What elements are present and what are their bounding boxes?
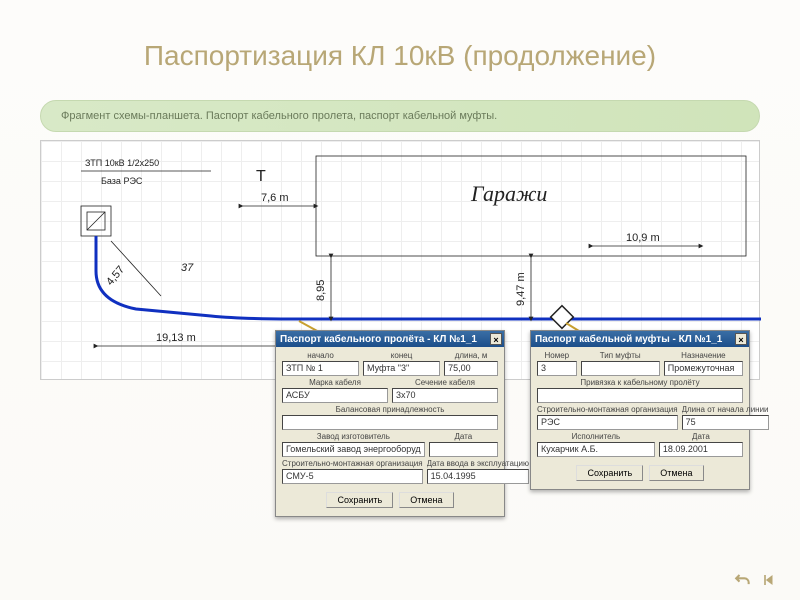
d1-fld-mfr[interactable]: Гомельский завод энергооборуд: [282, 442, 425, 457]
d1-fld-owner[interactable]: [282, 415, 498, 430]
garage-box: [316, 156, 746, 256]
undo-icon[interactable]: [732, 570, 752, 590]
dialog2-title: Паспорт кабельной муфты - КЛ №1_1: [535, 334, 722, 345]
dialog1-title: Паспорт кабельного пролёта - КЛ №1_1: [280, 334, 477, 345]
dialog1-close-icon[interactable]: ×: [490, 333, 502, 345]
dialog2-body: Номер3 Тип муфты НазначениеПромежуточная…: [531, 347, 749, 489]
garage-label: Гаражи: [470, 181, 547, 206]
dialog1-buttons: Сохранить Отмена: [282, 486, 498, 512]
dim-1: 7,6 m: [261, 192, 289, 204]
d1-fld-start[interactable]: ЗТП № 1: [282, 361, 359, 376]
d1-lbl-brand: Марка кабеля: [282, 378, 388, 387]
dialog2-save-button[interactable]: Сохранить: [576, 465, 643, 481]
d2-fld-dist[interactable]: 75: [682, 415, 769, 430]
dim-3: 9,47 m: [515, 272, 527, 306]
d2-fld-purpose[interactable]: Промежуточная: [664, 361, 743, 376]
d1-lbl-end: конец: [363, 351, 440, 360]
d2-lbl-date: Дата: [659, 432, 743, 441]
dialog2-close-icon[interactable]: ×: [735, 333, 747, 345]
d2-fld-exec[interactable]: Кухарчик А.Б.: [537, 442, 655, 457]
d2-lbl-purpose: Назначение: [664, 351, 743, 360]
banner: Фрагмент схемы-планшета. Паспорт кабельн…: [40, 100, 760, 132]
dialog1-body: началоЗТП № 1 конецМуфта "3" длина, м75,…: [276, 347, 504, 516]
d1-fld-org[interactable]: СМУ-5: [282, 469, 423, 484]
dim-2: 8,95: [315, 280, 327, 301]
d2-fld-bind[interactable]: [537, 388, 743, 403]
dim-7: 37: [181, 262, 194, 274]
slide-title: Паспортизация КЛ 10кВ (продолжение): [0, 40, 800, 72]
d1-lbl-len: длина, м: [444, 351, 498, 360]
cable-line: [96, 236, 761, 319]
d1-lbl-sect: Сечение кабеля: [392, 378, 498, 387]
d2-fld-type[interactable]: [581, 361, 660, 376]
d2-lbl-dist: Длина от начала линии: [682, 405, 769, 414]
d1-fld-date2[interactable]: 15.04.1995: [427, 469, 529, 484]
d1-lbl-mfr: Завод изготовитель: [282, 432, 425, 441]
d2-fld-num[interactable]: 3: [537, 361, 577, 376]
d1-lbl-date1: Дата: [429, 432, 498, 441]
dialog1-titlebar[interactable]: Паспорт кабельного пролёта - КЛ №1_1 ×: [276, 331, 504, 347]
node-sub: База РЭС: [101, 176, 143, 186]
d1-fld-brand[interactable]: АСБУ: [282, 388, 388, 403]
dialog2-cancel-button[interactable]: Отмена: [649, 465, 703, 481]
prev-icon[interactable]: [760, 570, 780, 590]
d2-lbl-type: Тип муфты: [581, 351, 660, 360]
d1-lbl-date2: Дата ввода в эксплуатацию: [427, 459, 529, 468]
dim-5: 4,57: [104, 264, 127, 288]
d2-fld-date[interactable]: 18.09.2001: [659, 442, 743, 457]
d1-fld-end[interactable]: Муфта "3": [363, 361, 440, 376]
d1-lbl-owner: Балансовая принадлежность: [282, 405, 498, 414]
nav-icons: [732, 570, 780, 590]
dialog2-titlebar[interactable]: Паспорт кабельной муфты - КЛ №1_1 ×: [531, 331, 749, 347]
d2-lbl-exec: Исполнитель: [537, 432, 655, 441]
node-label: ЗТП 10кВ 1/2x250: [85, 158, 159, 168]
dialog2-buttons: Сохранить Отмена: [537, 459, 743, 485]
d2-lbl-bind: Привязка к кабельному пролёту: [537, 378, 743, 387]
dim-4: 10,9 m: [626, 232, 660, 244]
slide: Паспортизация КЛ 10кВ (продолжение) Фраг…: [0, 0, 800, 600]
d1-fld-len[interactable]: 75,00: [444, 361, 498, 376]
dialog1-cancel-button[interactable]: Отмена: [399, 492, 453, 508]
dialog-cable-joint: Паспорт кабельной муфты - КЛ №1_1 × Номе…: [530, 330, 750, 490]
d1-fld-sect[interactable]: 3x70: [392, 388, 498, 403]
dialog1-save-button[interactable]: Сохранить: [326, 492, 393, 508]
d2-lbl-num: Номер: [537, 351, 577, 360]
d1-lbl-org: Строительно-монтажная организация: [282, 459, 423, 468]
d2-fld-org[interactable]: РЭС: [537, 415, 678, 430]
d2-lbl-org: Строительно-монтажная организация: [537, 405, 678, 414]
d1-fld-date1[interactable]: [429, 442, 498, 457]
node-diag: [87, 212, 105, 230]
letter-t: Т: [256, 168, 266, 185]
dim-6: 19,13 m: [156, 332, 196, 344]
d1-lbl-start: начало: [282, 351, 359, 360]
dialog-cable-span: Паспорт кабельного пролёта - КЛ №1_1 × н…: [275, 330, 505, 517]
